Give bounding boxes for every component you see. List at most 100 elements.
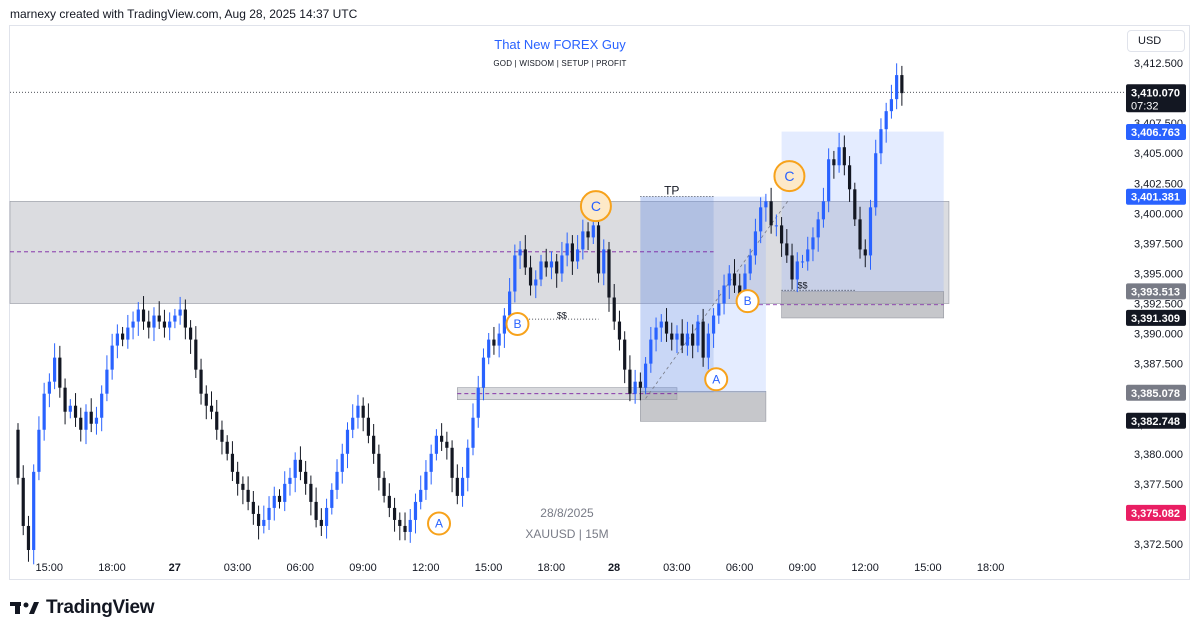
wave-label-c[interactable]: C <box>773 160 806 193</box>
wave-label-c[interactable]: C <box>579 190 612 223</box>
candle-body <box>895 75 899 100</box>
svg-text:B: B <box>513 317 521 331</box>
candle-body <box>487 339 491 358</box>
x-tick-label: 15:00 <box>475 562 503 574</box>
candle-body <box>644 363 648 388</box>
candle-body <box>283 483 287 502</box>
candle-body <box>319 519 323 526</box>
candle-body <box>152 315 156 328</box>
candle-body <box>581 231 585 250</box>
candle-body <box>654 327 658 340</box>
candle-body <box>502 315 506 334</box>
candle-body <box>21 477 25 526</box>
svg-text:A: A <box>435 517 443 531</box>
x-tick-label: 18:00 <box>538 562 566 574</box>
candle-body <box>121 333 125 340</box>
candle-body <box>706 333 710 358</box>
candle-body <box>84 411 88 430</box>
candle-body <box>220 429 224 442</box>
candle-body <box>832 159 836 166</box>
zone-long-target <box>640 196 714 393</box>
candle-body <box>256 513 261 526</box>
price-axis-label: 3,401.381 <box>1126 188 1186 205</box>
candle-body <box>429 453 433 472</box>
candle-body <box>534 279 538 286</box>
candle-body <box>188 327 193 340</box>
candle-body <box>361 405 365 418</box>
candle-body <box>492 339 496 346</box>
y-tick-label: 3,380.000 <box>1134 449 1183 461</box>
y-tick-label: 3,397.500 <box>1134 238 1183 250</box>
candle-body <box>382 477 386 496</box>
candle-body <box>868 207 873 256</box>
candle-body <box>847 165 852 190</box>
candle-body <box>680 333 684 346</box>
candle-body <box>183 309 187 328</box>
candle-body <box>63 387 67 412</box>
candle-body <box>115 333 119 346</box>
candle-body <box>596 225 601 274</box>
candle-body <box>377 453 381 478</box>
candle-body <box>900 75 904 94</box>
candle-body <box>94 417 99 424</box>
candle-body <box>795 261 799 280</box>
candle-body <box>251 501 255 514</box>
candle-body <box>607 249 611 298</box>
wave-label-a[interactable]: A <box>704 367 729 392</box>
candle-body <box>147 321 151 328</box>
candle-body <box>508 291 512 316</box>
wave-label-b[interactable]: B <box>505 311 530 336</box>
candle-body <box>769 201 773 226</box>
candle-body <box>591 225 595 238</box>
candle-body <box>806 249 810 262</box>
candle-body <box>272 495 276 508</box>
candle-body <box>110 345 114 370</box>
candle-body <box>743 273 747 298</box>
candle-body <box>392 507 397 520</box>
candle-body <box>293 459 297 478</box>
candle-body <box>398 519 402 526</box>
candle-body <box>131 321 135 328</box>
candle-body <box>727 273 731 286</box>
candle-body <box>351 417 355 430</box>
candle-body <box>126 327 130 340</box>
candle-body <box>42 393 46 430</box>
x-tick-label: 15:00 <box>35 562 63 574</box>
candle-body <box>549 261 554 268</box>
candle-body <box>732 273 737 286</box>
candle-body <box>717 303 721 316</box>
candle-body <box>53 357 57 382</box>
candle-body <box>434 435 438 454</box>
candle-body <box>884 111 888 130</box>
candle-body <box>842 147 846 166</box>
candle-body <box>738 285 742 298</box>
svg-text:3,393.513: 3,393.513 <box>1131 286 1180 298</box>
tradingview-brand: TradingView <box>46 597 155 618</box>
candle-body <box>141 309 146 322</box>
candle-body <box>528 267 533 286</box>
watermark-date: 28/8/2025 <box>540 506 594 520</box>
price-axis-label: 3,391.309 <box>1126 309 1186 326</box>
candle-body <box>790 255 794 280</box>
y-tick-label: 3,395.000 <box>1134 268 1183 280</box>
candle-body <box>811 237 815 250</box>
candle-body <box>460 477 465 496</box>
wave-label-a[interactable]: A <box>427 511 452 536</box>
y-tick-label: 3,392.500 <box>1134 299 1183 311</box>
currency-button[interactable]: USD <box>1127 30 1185 52</box>
candle-body <box>570 243 574 262</box>
wave-label-b[interactable]: B <box>735 289 760 314</box>
candle-body <box>246 489 250 502</box>
tradingview-logo[interactable]: TradingView <box>10 597 155 619</box>
candle-body <box>403 525 407 532</box>
price-axis-label: 3,406.763 <box>1126 124 1186 141</box>
x-tick-label: 09:00 <box>789 562 817 574</box>
candle-body <box>623 339 627 370</box>
candle-body <box>199 369 203 394</box>
projection-line <box>645 198 790 399</box>
candle-body <box>262 519 266 526</box>
x-tick-label: 15:00 <box>914 562 942 574</box>
candle-body <box>241 483 245 490</box>
candle-body <box>670 333 674 340</box>
